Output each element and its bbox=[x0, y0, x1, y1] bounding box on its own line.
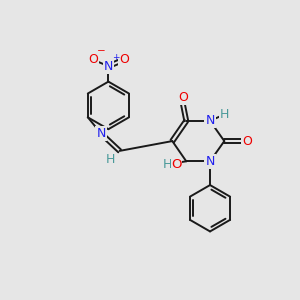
Text: O: O bbox=[242, 135, 252, 148]
Text: O: O bbox=[119, 53, 129, 66]
Text: O: O bbox=[178, 92, 188, 104]
Text: N: N bbox=[206, 155, 215, 168]
Text: O: O bbox=[171, 158, 182, 171]
Text: H: H bbox=[220, 108, 229, 121]
Text: −: − bbox=[97, 46, 106, 56]
Text: O: O bbox=[88, 53, 98, 66]
Text: N: N bbox=[97, 127, 106, 140]
Text: H: H bbox=[162, 158, 172, 171]
Text: H: H bbox=[106, 153, 116, 166]
Text: N: N bbox=[206, 114, 215, 128]
Text: +: + bbox=[112, 53, 120, 62]
Text: N: N bbox=[104, 60, 113, 73]
